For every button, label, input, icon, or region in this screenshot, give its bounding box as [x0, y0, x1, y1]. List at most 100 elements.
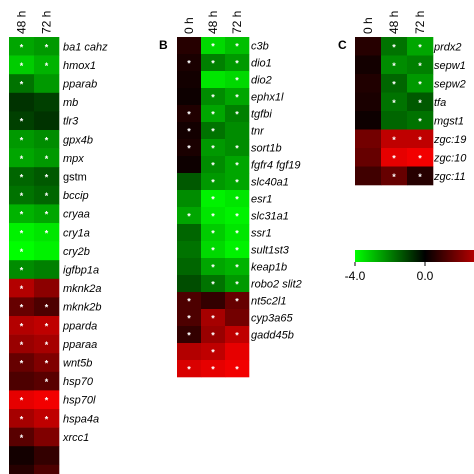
heatmap-cell [225, 190, 250, 208]
heatmap-cell [34, 92, 60, 112]
significance-marker: * [392, 42, 396, 52]
significance-marker: * [20, 414, 24, 424]
heatmap-panel-a: 48 h 72 h * * ba1 cahz * * hmox1 * pparab mb * tlr3 *… [9, 11, 108, 474]
significance-marker: * [187, 297, 191, 307]
significance-marker: * [418, 79, 422, 89]
heatmap-cell [225, 122, 250, 140]
heatmap-cell [407, 55, 434, 75]
heatmap-cell [34, 464, 60, 474]
significance-marker: * [187, 314, 191, 324]
heatmap-cell [201, 54, 226, 72]
heatmap-cell [381, 37, 408, 56]
heatmap-cell [381, 55, 408, 75]
gene-label: cry2b [63, 246, 90, 258]
heatmap-cell [34, 167, 60, 187]
significance-marker: * [45, 359, 49, 369]
heatmap-cell [9, 185, 35, 205]
gene-label: ssr1 [251, 228, 272, 240]
heatmap-cell [177, 54, 202, 72]
heatmap-cell [9, 74, 35, 94]
heatmap-cell [9, 241, 35, 261]
heatmap-cell [177, 156, 202, 174]
significance-marker: * [45, 191, 49, 201]
significance-marker: * [392, 135, 396, 145]
significance-marker: * [211, 42, 215, 52]
significance-marker: * [392, 172, 396, 182]
significance-marker: * [187, 110, 191, 120]
gene-label: tfa [434, 97, 446, 109]
significance-marker: * [211, 229, 215, 239]
gene-label: fgfr4 fgf19 [251, 160, 301, 172]
significance-marker: * [235, 212, 239, 222]
heatmap-cell [34, 130, 60, 149]
heatmap-cell [177, 105, 202, 123]
heatmap-cell [381, 129, 408, 149]
heatmap-cell [201, 360, 226, 378]
heatmap-cell [407, 92, 434, 112]
gene-label: gstm [63, 172, 87, 184]
heatmap-cell [177, 173, 202, 191]
significance-marker: * [418, 116, 422, 126]
heatmap-cell [34, 55, 60, 75]
heatmap-cell [225, 360, 250, 378]
significance-marker: * [211, 144, 215, 154]
column-label: 72 h [413, 11, 427, 34]
heatmap-cell [225, 326, 250, 344]
significance-marker: * [45, 340, 49, 350]
heatmap-cell [34, 148, 60, 168]
gene-label: zgc:19 [433, 134, 466, 146]
significance-marker: * [235, 297, 239, 307]
gene-label: mpx [63, 153, 84, 165]
significance-marker: * [211, 178, 215, 188]
significance-marker: * [20, 80, 24, 90]
significance-marker: * [211, 246, 215, 256]
significance-marker: * [235, 110, 239, 120]
heatmap-cell [225, 37, 250, 55]
heatmap-cell [201, 122, 226, 140]
heatmap-cell [34, 353, 60, 373]
significance-marker: * [211, 110, 215, 120]
heatmap-cell [9, 278, 35, 298]
significance-marker: * [235, 161, 239, 171]
gene-label: mknk2b [63, 302, 102, 314]
significance-marker: * [20, 173, 24, 183]
heatmap-cell [225, 309, 250, 327]
gene-label: sort1b [251, 143, 282, 155]
heatmap-cell [225, 139, 250, 157]
gene-label: xrcc1 [62, 432, 89, 444]
heatmap-cell [9, 353, 35, 373]
significance-marker: * [45, 210, 49, 220]
significance-marker: * [392, 79, 396, 89]
heatmap-cell [201, 71, 226, 89]
heatmap-cell [201, 139, 226, 157]
heatmap-cell [381, 74, 408, 93]
heatmap-cell [34, 260, 60, 280]
column-label: 48 h [206, 11, 220, 34]
gene-label: slc31a1 [251, 211, 289, 223]
significance-marker: * [20, 284, 24, 294]
heatmap-cell [201, 190, 226, 208]
gene-label: bccip [63, 190, 89, 202]
heatmap-cell [355, 166, 382, 186]
color-scale-bar [355, 250, 474, 262]
heatmap-cell [34, 390, 60, 410]
heatmap-cell [201, 326, 226, 344]
heatmap-cell [34, 37, 60, 56]
heatmap-cell [381, 148, 408, 167]
heatmap-cell [34, 185, 60, 205]
heatmap-cell [9, 111, 35, 131]
heatmap-cell [355, 148, 382, 167]
gene-label: hmox1 [63, 60, 96, 72]
heatmap-cell [201, 105, 226, 123]
column-label: 48 h [15, 11, 29, 34]
heatmap-cell [201, 156, 226, 174]
heatmap-cell [34, 316, 60, 335]
heatmap-cell [225, 105, 250, 123]
heatmap-cell [9, 92, 35, 112]
significance-marker: * [392, 61, 396, 71]
significance-marker: * [235, 144, 239, 154]
significance-marker: * [235, 263, 239, 273]
gene-label: sult1st3 [251, 245, 290, 257]
heatmap-cell [177, 207, 202, 225]
gene-label: cyp3a65 [251, 313, 293, 325]
